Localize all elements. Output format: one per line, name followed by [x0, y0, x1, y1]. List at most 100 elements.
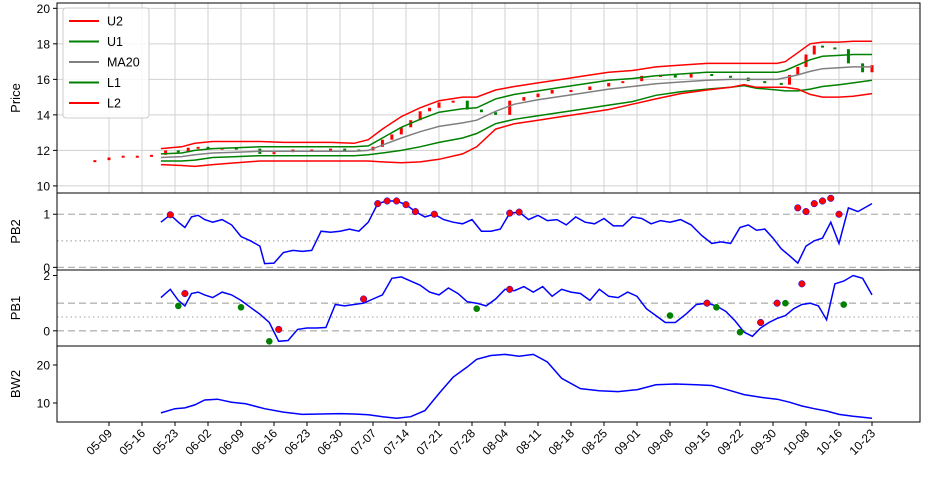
x-tick-label: 06-30 — [315, 426, 347, 458]
panel-bw2: 10 20 BW2 — [8, 345, 921, 423]
series-line-u2 — [160, 40, 872, 150]
y-tick-label: 0 — [43, 261, 50, 275]
x-axis: 05-09 05-16 05-23 06-02 06-09 06-16 06-23 06-30… — [84, 422, 879, 458]
price-candle — [846, 49, 850, 64]
panel-frame — [56, 269, 921, 347]
signal-marker-red — [506, 285, 514, 293]
price-candle — [494, 112, 498, 115]
price-candle — [343, 148, 347, 151]
signal-marker-red — [757, 318, 765, 327]
signal-marker-red — [515, 208, 523, 216]
price-candle — [607, 82, 611, 87]
signal-marker-green — [840, 301, 848, 308]
panel-frame — [56, 345, 921, 423]
price-candle — [812, 45, 816, 55]
price-candle — [588, 86, 592, 91]
signal-marker-red — [166, 211, 174, 219]
price-candle — [437, 102, 441, 108]
y-tick-label: 16 — [37, 73, 51, 87]
x-tick-label: 06-16 — [249, 426, 281, 458]
signal-marker-red — [506, 209, 514, 217]
panel-pb1: 0 2 PB1 — [8, 269, 921, 347]
x-tick-label: 08-04 — [480, 426, 512, 458]
series-line-pb1 — [160, 274, 873, 343]
price-candle — [779, 82, 783, 85]
price-candle — [380, 139, 384, 147]
x-tick-label: 09-01 — [612, 426, 644, 458]
price-candle — [569, 90, 573, 93]
panel-pb2: 0 1 PB2 — [8, 192, 921, 275]
x-tick-label: 06-09 — [216, 426, 248, 458]
price-candle — [788, 74, 791, 85]
price-candle — [234, 147, 238, 150]
legend-label: MA20 — [107, 56, 140, 70]
x-tick-label: 09-22 — [715, 426, 747, 458]
y-tick-label: 10 — [37, 397, 51, 411]
price-candle — [729, 75, 733, 78]
legend: U2 U1 MA20 L1 L2 — [62, 7, 150, 119]
signal-marker-red — [275, 325, 283, 333]
signal-marker-red — [393, 197, 401, 205]
series-line-u1 — [160, 53, 872, 155]
signal-marker-red — [383, 197, 391, 205]
price-candle — [536, 93, 540, 98]
price-candle — [93, 160, 97, 163]
y-tick-label: 18 — [37, 37, 51, 51]
signal-marker-green — [713, 304, 720, 311]
panel-price: 10 12 14 16 18 20 Price U2 U1 MA20 L1 L2 — [8, 2, 921, 194]
signal-marker-green — [736, 328, 744, 336]
price-candle — [479, 109, 483, 113]
x-tick-label: 06-02 — [183, 426, 215, 458]
x-tick-label: 05-09 — [84, 426, 116, 458]
series-line-ma20 — [160, 66, 872, 159]
price-candle — [710, 74, 714, 77]
price-candle — [310, 149, 314, 152]
price-candle — [673, 74, 677, 78]
signal-marker-red — [402, 201, 410, 209]
x-tick-label: 05-23 — [150, 426, 182, 458]
y-tick-label: 12 — [37, 144, 51, 158]
x-tick-label: 10-08 — [781, 426, 813, 458]
x-tick-label: 10-23 — [847, 426, 879, 458]
signal-marker-red — [360, 295, 368, 303]
signal-marker-red — [818, 197, 827, 205]
x-tick-label: 09-30 — [748, 426, 780, 458]
signal-marker-red — [773, 299, 781, 307]
y-tick-label: 10 — [37, 179, 51, 193]
price-candle — [107, 157, 111, 161]
series-line-bw2 — [160, 353, 873, 419]
signal-marker-green — [666, 312, 674, 319]
signal-marker-green — [473, 305, 481, 312]
price-candle — [804, 54, 808, 67]
series-line-l2 — [160, 83, 873, 168]
signal-marker-red — [703, 299, 711, 307]
price-candle — [164, 150, 168, 155]
legend-label: U2 — [107, 15, 123, 29]
signal-marker-red — [411, 208, 419, 216]
price-candle — [428, 107, 432, 112]
signal-marker-red — [827, 194, 835, 202]
panel-frame — [56, 2, 921, 194]
signal-marker-red — [374, 200, 382, 208]
signal-marker-red — [181, 289, 189, 298]
price-candle — [640, 75, 644, 82]
price-candle — [522, 97, 526, 101]
price-candle — [186, 147, 190, 153]
legend-label: L2 — [107, 97, 121, 111]
price-candle — [821, 45, 824, 48]
legend-label: L1 — [107, 76, 121, 90]
x-tick-label: 10-16 — [814, 426, 846, 458]
x-tick-label: 07-21 — [414, 426, 446, 458]
signal-marker-red — [798, 280, 806, 288]
price-candle — [418, 111, 422, 121]
price-candle — [550, 90, 554, 94]
x-tick-label: 05-16 — [117, 426, 149, 458]
price-candle — [508, 100, 512, 115]
price-candle — [196, 146, 200, 149]
x-tick-label: 08-25 — [579, 426, 611, 458]
price-candle — [329, 148, 333, 151]
price-candle — [763, 81, 767, 84]
signal-marker-red — [835, 210, 843, 218]
legend-box — [62, 7, 150, 119]
